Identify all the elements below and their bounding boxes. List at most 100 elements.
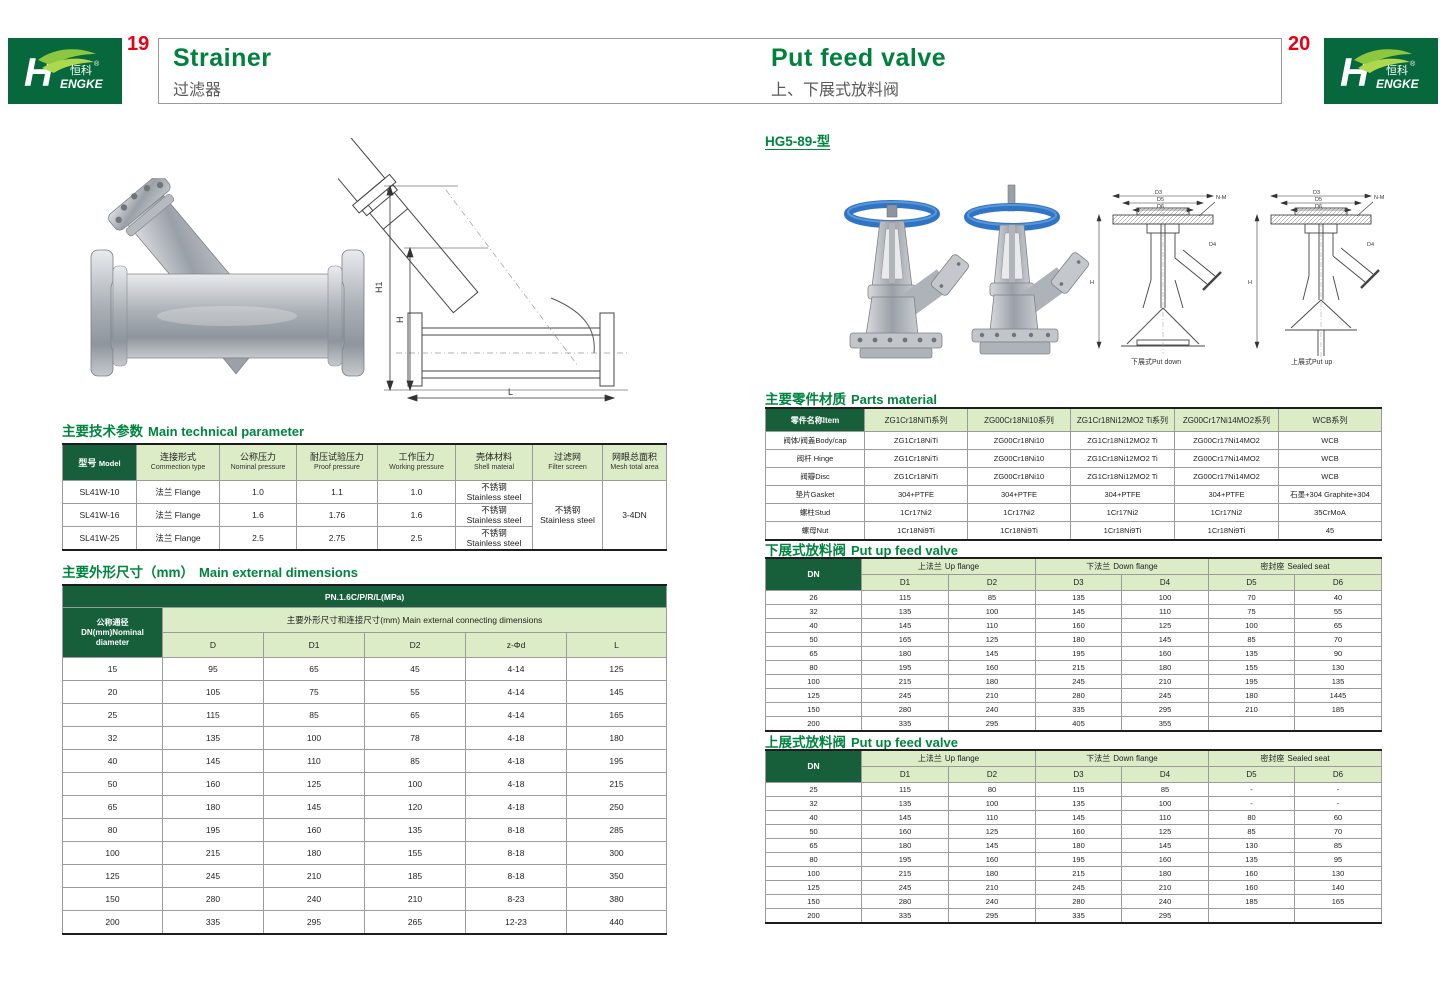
header-en: Working pressure bbox=[389, 464, 444, 472]
cell: 215 bbox=[1035, 659, 1122, 675]
valve-drawing-up: D3 D5 D6 N-M D4 H bbox=[1248, 190, 1385, 366]
logo-cn: 恒科 bbox=[1386, 63, 1408, 77]
page-number-right: 20 bbox=[1288, 33, 1311, 55]
col-header: 连接形式 Commection type bbox=[136, 443, 220, 481]
col-header: D1 bbox=[861, 765, 949, 783]
header-cn: 网眼总面积 bbox=[611, 452, 657, 463]
section-title-cn: 主要零件材质 bbox=[765, 392, 846, 407]
section-title-en: Main external dimensions bbox=[199, 565, 358, 580]
logo-reg: ® bbox=[1410, 60, 1416, 68]
cell-dn: 40 bbox=[62, 749, 163, 773]
cell: ZG00Cr18Ni10 bbox=[967, 449, 1071, 468]
valve-drawings: D3 D5 D6 N-M D4 H bbox=[1085, 188, 1395, 375]
right-title-en: Put feed valve bbox=[771, 44, 947, 72]
cell bbox=[1208, 907, 1296, 923]
strainer-photo-icon bbox=[90, 174, 365, 377]
group-header-en: Sealed seat bbox=[1287, 561, 1330, 571]
cell-item: 垫片Gasket bbox=[765, 485, 865, 504]
group-header-row: 公称通径 DN(mm)Nominal diameter 主要外形尺寸和连接尺寸(… bbox=[62, 607, 668, 658]
cell: 180 bbox=[948, 673, 1036, 689]
cell: 80 bbox=[948, 781, 1036, 797]
col-header: D1 bbox=[861, 573, 949, 591]
drawing-caption-up: 上展式Put up bbox=[1291, 357, 1332, 366]
logo-cn: 恒科 bbox=[70, 63, 92, 77]
cell: 145 bbox=[1035, 809, 1122, 825]
cell: 135 bbox=[364, 818, 466, 842]
group-header-row: DN 上法兰 Up flange 下法兰 Down flange 密封座 Sealed… bbox=[765, 557, 1383, 591]
cell: 4-14 bbox=[465, 657, 567, 681]
group-header-en: Down flange bbox=[1113, 753, 1158, 763]
cell: 304+PTFE bbox=[1070, 485, 1175, 504]
cell: 240 bbox=[948, 701, 1036, 717]
cell: 245 bbox=[1120, 687, 1210, 703]
cell: ZG1Cr18Ni12MO2 Ti bbox=[1070, 467, 1175, 486]
table-row: 200 335 295 265 12-23 440 bbox=[62, 910, 668, 935]
cell: 不锈钢 Stainless steel bbox=[455, 479, 533, 504]
group-header-cn: 密封座 bbox=[1260, 561, 1285, 571]
cell: 90 bbox=[1294, 645, 1383, 661]
col-header: D3 bbox=[1035, 573, 1122, 591]
cell: 100 bbox=[1208, 617, 1296, 633]
cell: 120 bbox=[364, 795, 466, 819]
logo-leaf2-icon bbox=[42, 58, 94, 73]
logo-reg: ® bbox=[94, 60, 100, 68]
cell: 85 bbox=[1120, 781, 1210, 797]
up-feed-table-wrap: DN 上法兰 Up flange 下法兰 Down flange 密封座 Sealed… bbox=[765, 749, 1383, 924]
header-en: Shell mateial bbox=[473, 464, 515, 472]
cell: 1.76 bbox=[296, 502, 378, 527]
cell: 335 bbox=[861, 907, 949, 923]
cell: 300 bbox=[565, 841, 668, 865]
cell-dn: 20 bbox=[62, 680, 163, 704]
cell: 160 bbox=[162, 772, 264, 796]
table-row: 阀杆 Hinge ZG1Cr18NiTi ZG00Cr18Ni10 ZG1Cr1… bbox=[765, 449, 1382, 468]
table-row: 65 180 145 180 145 130 85 bbox=[765, 837, 1383, 853]
header-cn: 公称压力 bbox=[239, 452, 276, 463]
cell: 210 bbox=[1208, 701, 1296, 717]
cell-dn: 65 bbox=[62, 795, 163, 819]
cell: 295 bbox=[948, 715, 1036, 731]
table-row: 150 280 240 210 8-23 380 bbox=[62, 887, 668, 911]
cell: 245 bbox=[861, 687, 949, 703]
cell: 1445 bbox=[1294, 687, 1383, 703]
cell: 70 bbox=[1208, 589, 1296, 605]
cell: 125 bbox=[1120, 823, 1210, 839]
cell-item: 螺母Nut bbox=[765, 521, 865, 541]
group-header-cn: 下法兰 bbox=[1086, 753, 1111, 763]
cell: 245 bbox=[861, 879, 949, 895]
table-row: SL41W-25 法兰 Flange 2.5 2.75 2.5 不锈钢 Stai… bbox=[62, 525, 667, 550]
col-header: D bbox=[162, 632, 264, 658]
cell: 195 bbox=[861, 851, 949, 867]
cell: 95 bbox=[162, 657, 264, 681]
cell-dn: 25 bbox=[62, 703, 163, 727]
up-feed-table: DN 上法兰 Up flange 下法兰 Down flange 密封座 Sealed… bbox=[765, 749, 1383, 924]
col-header: 过滤网 Filter screen bbox=[532, 443, 603, 481]
cell: 210 bbox=[1120, 879, 1210, 895]
cell: 石墨+304 Graphite+304 bbox=[1278, 485, 1382, 504]
group-header: 密封座 Sealed seat bbox=[1208, 749, 1383, 767]
table-row: SL41W-16 法兰 Flange 1.6 1.76 1.6 不锈钢 Stai… bbox=[62, 502, 667, 527]
cell: 75 bbox=[1208, 603, 1296, 619]
group-header-en: Down flange bbox=[1113, 561, 1158, 571]
table-row: 150 280 240 280 240 185 165 bbox=[765, 893, 1383, 909]
col-header-item: 零件名称Item bbox=[765, 407, 865, 432]
dim-l-label: L bbox=[508, 387, 513, 397]
col-header-series: ZG00Cr17Ni14MO2系列 bbox=[1174, 407, 1279, 432]
sub-header-row: D1 D2 D3 D4 D5 D6 bbox=[766, 765, 1383, 783]
dim-d4-label: D4 bbox=[1209, 242, 1216, 248]
cell: 145 bbox=[1120, 631, 1210, 647]
cell-dn: 15 bbox=[62, 657, 163, 681]
cell: 85 bbox=[1208, 631, 1296, 647]
group-header-cn: 密封座 bbox=[1260, 753, 1285, 763]
cell: 1Cr18Ni9Ti bbox=[967, 521, 1071, 541]
cell bbox=[1208, 715, 1296, 731]
dim-d3-label: D3 bbox=[1313, 190, 1320, 196]
logo-leaf-icon bbox=[38, 49, 96, 66]
cell: 125 bbox=[948, 631, 1036, 647]
table-row: 100 215 180 155 8-18 300 bbox=[62, 841, 668, 865]
cell: 295 bbox=[948, 907, 1036, 923]
cell: 35CrMoA bbox=[1278, 503, 1382, 522]
section-title-en: Put up feed valve bbox=[851, 735, 958, 750]
cell: 240 bbox=[948, 893, 1036, 909]
cell: 95 bbox=[1294, 851, 1383, 867]
col-header: D6 bbox=[1294, 573, 1383, 591]
